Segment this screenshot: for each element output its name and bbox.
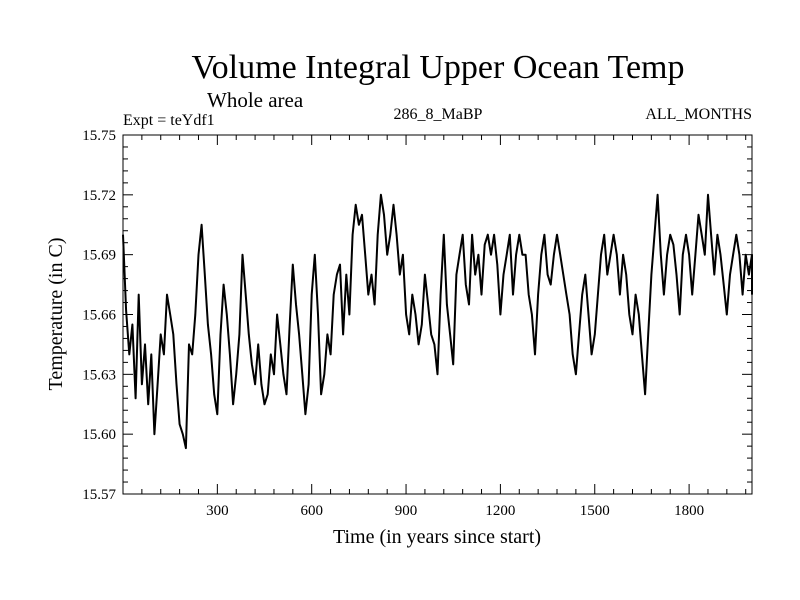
y-tick-label: 15.66 <box>82 308 116 324</box>
x-axis-ticks: 300 600 900 1200 1500 1800 <box>141 135 747 519</box>
chart-subtitle: Whole area <box>207 88 304 112</box>
x-tick-label: 900 <box>395 503 418 519</box>
plot-frame <box>122 134 753 495</box>
center-label: 286_8_MaBP <box>394 106 483 123</box>
x-tick-label: 1800 <box>674 503 704 519</box>
chart-title: Volume Integral Upper Ocean Temp <box>192 49 685 86</box>
x-tick-label: 600 <box>300 503 323 519</box>
y-tick-label: 15.69 <box>82 248 116 264</box>
y-tick-label: 15.60 <box>82 427 116 443</box>
months-label: ALL_MONTHS <box>645 106 752 123</box>
y-tick-label: 15.57 <box>82 487 116 503</box>
x-tick-label: 1500 <box>580 503 610 519</box>
x-axis-label: Time (in years since start) <box>333 526 541 548</box>
y-tick-label: 15.72 <box>82 188 116 204</box>
y-axis-label: Temperature (in C) <box>45 238 67 391</box>
series-line-temperature <box>122 193 753 450</box>
experiment-label: Expt = teYdf1 <box>123 112 215 129</box>
y-axis-ticks: 15.57 15.60 15.63 15.66 15.69 15.72 15.75 <box>82 128 752 503</box>
y-tick-label: 15.63 <box>82 367 116 383</box>
x-tick-label: 1200 <box>485 503 515 519</box>
x-tick-label: 300 <box>206 503 229 519</box>
y-tick-label: 15.75 <box>82 128 116 144</box>
